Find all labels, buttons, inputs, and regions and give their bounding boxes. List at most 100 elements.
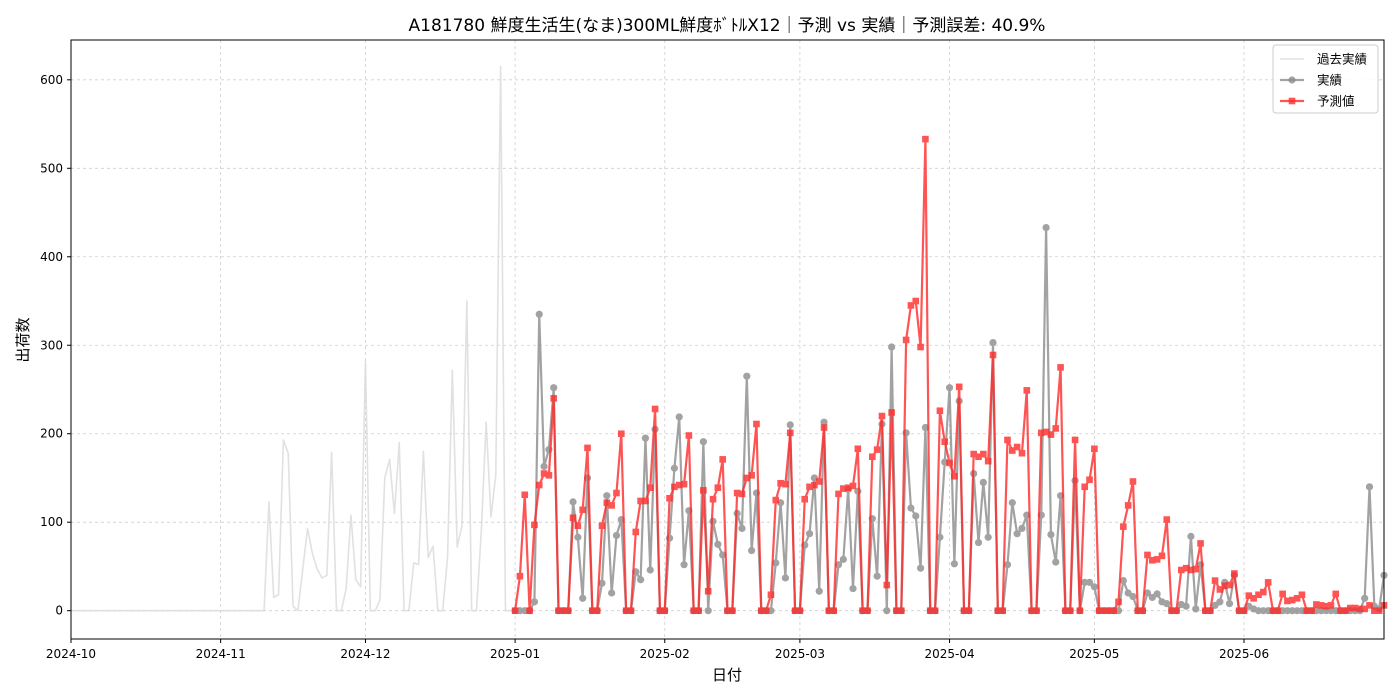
x-tick-label: 2024-12 [340, 647, 390, 661]
data-point [1342, 607, 1349, 614]
data-point [1279, 590, 1286, 598]
data-point [709, 495, 717, 503]
data-point [1081, 483, 1089, 491]
data-point [1071, 436, 1079, 444]
y-tick-label: 0 [55, 604, 63, 618]
data-point [555, 607, 562, 614]
data-point [743, 474, 751, 482]
data-point [530, 598, 539, 606]
data-point [627, 607, 635, 614]
data-point [704, 587, 712, 595]
data-point [960, 607, 968, 614]
data-point [945, 384, 954, 392]
data-point [1361, 594, 1369, 602]
data-point [830, 607, 837, 614]
x-axis-title: 日付 [712, 666, 742, 684]
data-point [579, 506, 586, 514]
legend-swatch-marker [1288, 76, 1296, 84]
x-tick-label: 2025-01 [490, 647, 540, 661]
data-point [970, 450, 977, 458]
data-point [1192, 605, 1200, 613]
data-point [579, 594, 587, 602]
data-point [1086, 476, 1093, 484]
data-point [1091, 445, 1098, 453]
data-point [786, 421, 794, 429]
data-point [984, 533, 992, 541]
data-point [1274, 607, 1282, 614]
data-point [1115, 598, 1122, 606]
data-point [738, 490, 746, 498]
data-point [695, 607, 702, 614]
data-point [849, 584, 857, 593]
data-point [1004, 436, 1011, 444]
data-point [781, 574, 790, 582]
data-point [806, 483, 813, 491]
data-point [888, 409, 895, 416]
data-point [637, 497, 644, 505]
data-point [791, 607, 799, 614]
data-point [873, 446, 881, 453]
data-point [1260, 588, 1267, 596]
data-point [651, 405, 659, 413]
data-point [699, 438, 707, 446]
data-point [922, 135, 929, 143]
legend-label: 過去実績 [1317, 52, 1367, 67]
data-point [1057, 364, 1064, 371]
data-point [1163, 600, 1171, 608]
data-point [589, 607, 596, 614]
y-tick-label: 300 [40, 338, 63, 352]
data-point [1293, 594, 1301, 602]
data-point [878, 412, 886, 420]
data-point [569, 514, 577, 522]
data-point [1322, 602, 1330, 610]
data-point [680, 480, 688, 488]
data-point [835, 490, 842, 498]
data-point [1356, 605, 1364, 613]
data-point [980, 450, 987, 458]
data-point [979, 478, 987, 486]
chart-title: A181780 鮮度生活生(なま)300ML鮮度ﾎﾞﾄﾙX12｜予測 vs 実績… [409, 16, 1046, 36]
data-point [1332, 590, 1340, 598]
data-point [612, 531, 621, 540]
data-point [893, 607, 900, 614]
data-point [1047, 530, 1055, 539]
data-point [1066, 607, 1074, 614]
y-tick-label: 500 [40, 161, 63, 175]
data-point [931, 607, 939, 614]
y-axis-title: 出荷数 [14, 317, 32, 362]
data-point [907, 302, 915, 309]
data-point [1371, 607, 1378, 614]
data-point [670, 464, 679, 472]
data-point [1361, 605, 1368, 613]
data-point [864, 607, 871, 614]
data-point [733, 489, 741, 497]
legend-swatch-marker [1288, 97, 1296, 105]
data-point [936, 407, 944, 415]
data-point [569, 498, 577, 506]
data-point [598, 579, 606, 587]
data-point [516, 572, 524, 580]
data-point [1197, 540, 1204, 547]
data-point [950, 560, 958, 568]
data-point [946, 459, 953, 467]
data-point [637, 576, 645, 584]
data-point [603, 499, 611, 507]
data-point [646, 566, 654, 574]
data-point [1226, 581, 1233, 589]
data-point [1052, 558, 1060, 566]
data-point [613, 489, 620, 497]
data-point [1153, 590, 1161, 598]
data-point [1124, 502, 1132, 509]
data-point [719, 551, 727, 559]
data-point [574, 522, 582, 530]
data-point [584, 444, 591, 452]
data-point [540, 470, 548, 477]
data-point [840, 485, 847, 492]
data-point [1100, 607, 1108, 614]
data-point [1250, 594, 1257, 602]
data-point [926, 607, 934, 614]
data-point [646, 484, 654, 492]
data-point [1351, 604, 1359, 612]
data-point [869, 453, 876, 461]
